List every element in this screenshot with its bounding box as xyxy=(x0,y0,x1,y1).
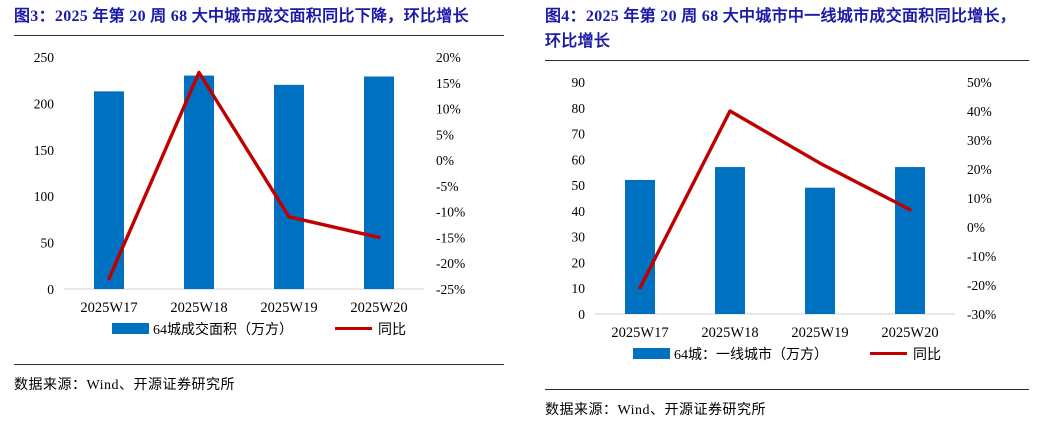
left-axis-tick-label: 50 xyxy=(572,178,586,193)
legend-bar-label: 64城：一线城市（万方） xyxy=(674,347,828,363)
right-axis-tick-label: 50% xyxy=(967,75,992,90)
right-axis-tick-label: 30% xyxy=(967,133,992,148)
legend-line-swatch xyxy=(870,351,907,356)
right-axis-tick-label: 20% xyxy=(436,50,461,65)
left-axis-tick-label: 60 xyxy=(572,152,586,167)
right-axis-tick-label: 15% xyxy=(436,76,461,91)
legend-line-swatch xyxy=(335,327,372,331)
right-axis-tick-label: 10% xyxy=(436,101,461,116)
right-axis-tick-label: -30% xyxy=(967,307,996,322)
left-axis-tick-label: 80 xyxy=(572,100,586,115)
left-axis-tick-label: 250 xyxy=(34,50,55,65)
left-axis-tick-label: 10 xyxy=(572,281,586,296)
right-axis-tick-label: 20% xyxy=(967,162,992,177)
right-axis-tick-label: -10% xyxy=(967,249,996,264)
bar xyxy=(895,166,925,314)
bar xyxy=(364,76,394,289)
right-axis-tick-label: -5% xyxy=(436,179,459,194)
figure-panel-4: 图4：2025 年第 20 周 68 大中城市中一线城市成交面积同比增长，环比增… xyxy=(528,0,1056,436)
figure-panel-3: 图3：2025 年第 20 周 68 大中城市成交面积同比下降，环比增长 0 50… xyxy=(0,0,528,436)
bar xyxy=(184,75,214,289)
x-axis-category-label: 2025W18 xyxy=(701,325,758,341)
x-axis-category-label: 2025W20 xyxy=(350,300,407,316)
figure-title: 图3：2025 年第 20 周 68 大中城市成交面积同比下降，环比增长 xyxy=(14,8,469,25)
data-source: 数据来源：Wind、开源证券研究所 xyxy=(545,388,1029,419)
right-axis-tick-label: -20% xyxy=(436,256,465,271)
bar xyxy=(805,187,835,314)
trend-line xyxy=(107,70,381,281)
right-axis-tick-label: 40% xyxy=(967,104,992,119)
combo-chart-68-cities: 0 50 100 150 200 250 -25% -20% -15% -10% -5% 0% 5% 10… xyxy=(34,50,466,316)
right-axis-tick-label: 0% xyxy=(436,153,454,168)
left-axis-tick-label: 100 xyxy=(34,189,55,204)
data-source: 数据来源：Wind、开源证券研究所 xyxy=(14,363,504,394)
bar xyxy=(274,84,304,289)
left-axis-tick-label: 200 xyxy=(34,96,55,111)
right-axis-tick-label: -10% xyxy=(436,204,465,219)
legend-line-label: 同比 xyxy=(913,347,941,363)
trend-line xyxy=(638,108,912,290)
right-axis-tick-label: 10% xyxy=(967,191,992,206)
left-axis-tick-label: 50 xyxy=(41,235,55,250)
right-axis-tick-label: 0% xyxy=(967,220,985,235)
bar xyxy=(625,179,655,314)
x-axis-category-label: 2025W19 xyxy=(260,300,317,316)
right-axis-tick-label: -25% xyxy=(436,282,465,297)
left-axis-tick-label: 40 xyxy=(572,203,586,218)
chart-legend: 64城：一线城市（万方） 同比 xyxy=(545,344,1029,364)
chart-legend: 64城成交面积（万方） 同比 xyxy=(14,319,504,339)
x-axis-category-label: 2025W17 xyxy=(80,300,137,316)
bar xyxy=(715,166,745,314)
right-axis-tick-label: 5% xyxy=(436,127,454,142)
title-divider xyxy=(14,34,504,36)
right-axis-tick-label: -15% xyxy=(436,230,465,245)
legend-line-label: 同比 xyxy=(378,322,406,338)
left-axis-tick-label: 0 xyxy=(578,307,585,322)
x-axis-category-label: 2025W20 xyxy=(881,325,938,341)
x-axis-category-label: 2025W18 xyxy=(170,300,227,316)
legend-bar-swatch xyxy=(112,323,149,335)
right-axis-tick-label: -20% xyxy=(967,278,996,293)
x-axis-category-label: 2025W17 xyxy=(611,325,668,341)
left-axis-tick-label: 70 xyxy=(572,126,586,141)
legend-bar-label: 64城成交面积（万方） xyxy=(153,322,293,338)
bar xyxy=(94,91,124,289)
left-axis-tick-label: 20 xyxy=(572,255,586,270)
left-axis-tick-label: 150 xyxy=(34,143,55,158)
title-divider xyxy=(545,59,1029,61)
left-axis-tick-label: 90 xyxy=(572,75,586,90)
combo-chart-tier1-cities: 0 10 20 30 40 50 60 70 80 90 -30% -20% -10% 0% 10% 20% 3… xyxy=(572,75,997,341)
legend-bar-swatch xyxy=(633,348,670,360)
left-axis-tick-label: 0 xyxy=(47,282,54,297)
x-axis-category-label: 2025W19 xyxy=(791,325,848,341)
figure-title: 图4：2025 年第 20 周 68 大中城市中一线城市成交面积同比增长，环比增… xyxy=(545,8,1017,50)
left-axis-tick-label: 30 xyxy=(572,229,586,244)
